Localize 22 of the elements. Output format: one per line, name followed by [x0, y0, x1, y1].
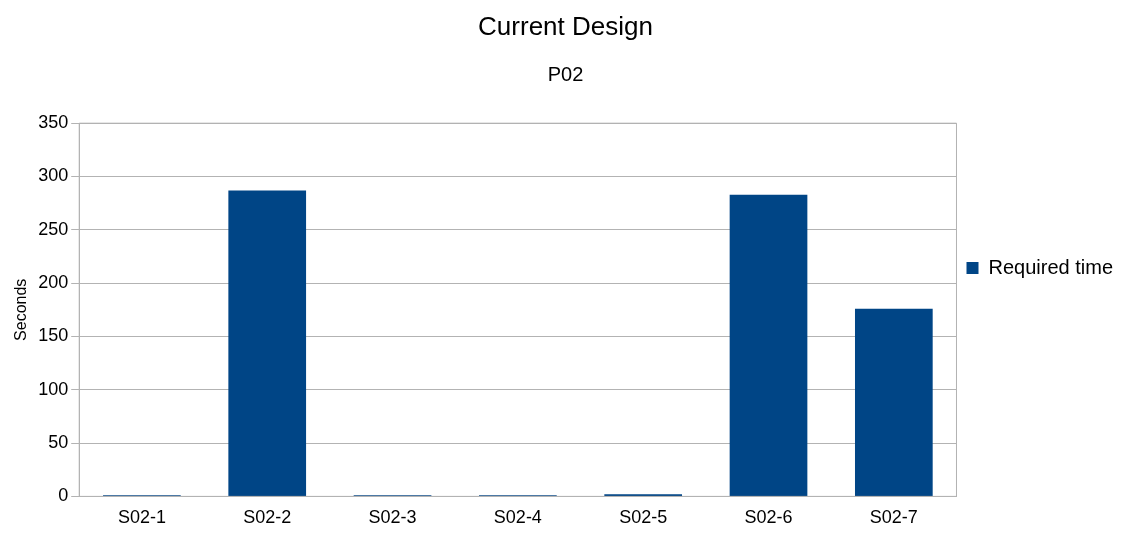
bar [854, 308, 933, 496]
chart-title: Current Design [478, 10, 653, 41]
y-tick-label: 250 [38, 218, 69, 239]
legend-label: Required time [988, 255, 1114, 278]
y-tick-label: 100 [38, 378, 69, 399]
x-tick-label: S02-1 [117, 507, 166, 528]
x-tick-label: S02-3 [368, 507, 417, 528]
chart-subtitle: P02 [547, 62, 584, 85]
x-tick-label: S02-6 [744, 507, 793, 528]
y-tick-label: 0 [58, 485, 69, 506]
y-tick-label: 50 [48, 432, 69, 453]
x-tick-label: S02-5 [619, 507, 668, 528]
bar [228, 190, 307, 496]
bar [729, 194, 808, 496]
y-axis-title: Seconds [12, 278, 30, 341]
x-tick-label: S02-7 [869, 507, 918, 528]
x-tick-label: S02-2 [243, 507, 292, 528]
y-tick-label: 150 [38, 325, 69, 346]
y-tick-label: 300 [38, 165, 69, 186]
y-tick-label: 200 [38, 272, 69, 293]
y-tick-label: 350 [38, 112, 69, 133]
x-tick-label: S02-4 [493, 507, 542, 528]
